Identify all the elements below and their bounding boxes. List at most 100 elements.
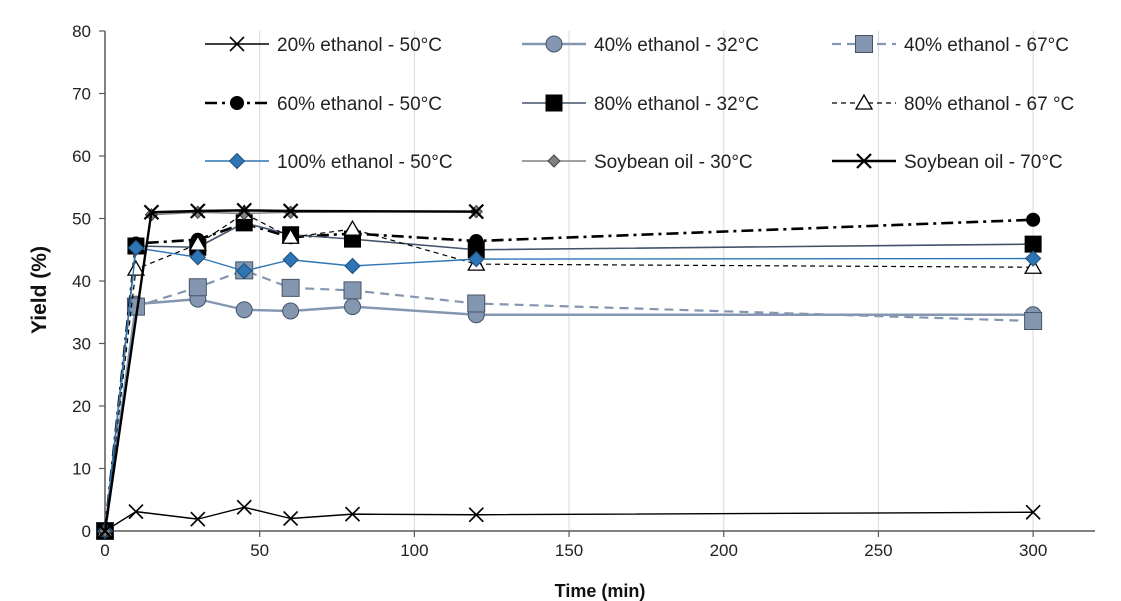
- x-tick-label: 100: [400, 541, 428, 560]
- series-line: [104, 506, 1034, 532]
- marker-stroke: [236, 499, 252, 515]
- y-tick-label: 40: [72, 272, 91, 291]
- x-axis-title: Time (min): [555, 581, 646, 601]
- legend-item: 100% ethanol - 50°C: [205, 152, 453, 173]
- series-8: [97, 202, 485, 539]
- legend-marker: [230, 96, 244, 110]
- marker-stroke: [97, 523, 113, 539]
- data-point: [126, 259, 146, 276]
- marker-shape: [344, 298, 361, 316]
- legend-marker: [547, 154, 561, 168]
- legend-item: 40% ethanol - 67°C: [832, 35, 1069, 56]
- marker-shape: [282, 302, 300, 320]
- marker-stroke: [190, 511, 206, 527]
- y-tick-label: 0: [82, 522, 91, 541]
- legend-label: 40% ethanol - 32°C: [594, 35, 759, 56]
- x-tick-label: 50: [250, 541, 269, 560]
- marker-shape: [343, 281, 362, 300]
- marker-shape: [126, 259, 146, 276]
- marker-shape: [1024, 235, 1042, 253]
- x-tick-label: 0: [100, 541, 109, 560]
- marker-shape: [1024, 250, 1042, 267]
- data-point: [236, 499, 252, 515]
- marker-shape: [188, 278, 207, 297]
- series-layer: [95, 202, 1043, 540]
- marker-stroke: [468, 507, 484, 523]
- data-point: [282, 203, 299, 219]
- data-point: [282, 302, 300, 320]
- data-point: [281, 278, 300, 297]
- marker-shape: [467, 294, 486, 313]
- data-point: [344, 257, 361, 275]
- marker-shape: [547, 154, 561, 168]
- data-point: [236, 262, 253, 280]
- marker-stroke: [468, 203, 485, 220]
- marker-shape: [545, 35, 563, 53]
- legend-marker: [545, 35, 563, 53]
- data-point: [1025, 504, 1041, 520]
- marker-stroke: [344, 506, 361, 522]
- marker-shape: [343, 219, 362, 236]
- x-tick-label: 300: [1019, 541, 1047, 560]
- data-point: [128, 504, 144, 520]
- data-point: [281, 227, 300, 244]
- marker-shape: [127, 239, 145, 257]
- legend-label: 80% ethanol - 67 °C: [904, 94, 1074, 115]
- series-line: [104, 212, 1034, 532]
- data-point: [467, 294, 486, 313]
- marker-stroke: [283, 510, 299, 527]
- legend-item: Soybean oil - 30°C: [522, 152, 753, 173]
- y-tick-label: 50: [72, 210, 91, 229]
- marker-shape: [1024, 312, 1043, 330]
- marker-stroke: [143, 204, 160, 221]
- y-axis-title: Yield (%): [28, 246, 51, 334]
- legend-item: 60% ethanol - 50°C: [205, 94, 442, 115]
- marker-shape: [281, 278, 300, 297]
- series-line: [103, 297, 1034, 532]
- data-point: [468, 203, 485, 220]
- marker-shape: [236, 262, 253, 280]
- tick-labels: 0 10 20 30 40 50 60 70 80 0 50 100 150 200 250 300: [72, 22, 1047, 560]
- marker-shape: [344, 257, 361, 275]
- data-point: [127, 239, 145, 257]
- x-tick-label: 200: [710, 541, 738, 560]
- marker-shape: [468, 250, 485, 268]
- data-point: [97, 523, 113, 539]
- marker-shape: [281, 227, 300, 244]
- legend-label: 80% ethanol - 32°C: [594, 94, 759, 115]
- marker-shape: [235, 301, 253, 319]
- legend-marker: [545, 94, 563, 112]
- legend-item: 80% ethanol - 67 °C: [832, 93, 1074, 115]
- legend-label: 40% ethanol - 67°C: [904, 35, 1069, 56]
- series-0: [97, 499, 1041, 539]
- data-point: [344, 506, 361, 522]
- data-point: [143, 204, 160, 221]
- marker-stroke: [236, 202, 252, 219]
- grid: [259, 31, 1034, 531]
- legend-item: 40% ethanol - 32°C: [522, 35, 759, 56]
- marker-shape: [855, 35, 873, 53]
- data-point: [343, 281, 362, 300]
- data-point: [189, 249, 207, 266]
- data-point: [1024, 312, 1043, 330]
- legend-label: 100% ethanol - 50°C: [277, 152, 453, 173]
- series-line: [103, 209, 477, 532]
- data-point: [343, 219, 362, 236]
- data-point: [188, 278, 207, 297]
- marker-stroke: [856, 153, 872, 169]
- marker-shape: [230, 96, 244, 110]
- y-tick-label: 70: [72, 85, 91, 104]
- data-point: [283, 510, 299, 527]
- legend-label: Soybean oil - 70°C: [904, 152, 1063, 173]
- data-point: [344, 298, 361, 316]
- legend-item: 80% ethanol - 32°C: [522, 94, 759, 115]
- y-tick-label: 80: [72, 22, 91, 41]
- data-point: [1024, 250, 1042, 267]
- x-tick-label: 250: [864, 541, 892, 560]
- data-point: [190, 203, 206, 219]
- legend-label: Soybean oil - 30°C: [594, 152, 753, 173]
- data-point: [235, 301, 253, 319]
- legend-marker: [855, 35, 873, 53]
- y-tick-label: 10: [72, 460, 91, 479]
